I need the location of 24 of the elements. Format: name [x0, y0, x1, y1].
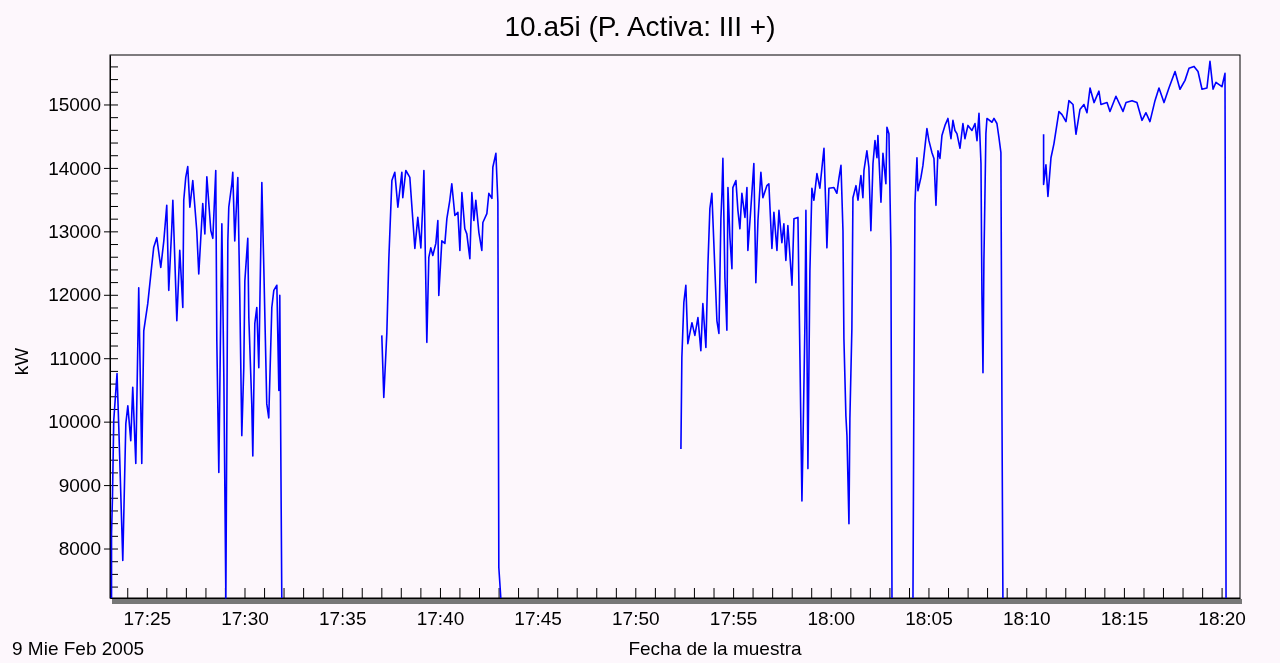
- y-tick-label: 14000: [48, 157, 101, 179]
- chart-title: 10.a5i (P. Activa: III +): [504, 11, 776, 42]
- x-tick-label: 18:00: [807, 608, 856, 630]
- text: 9 Mie Feb 2005: [12, 638, 145, 659]
- y-tick-label: 9000: [58, 474, 101, 496]
- y-axis-title: kW: [11, 347, 32, 376]
- y-tick-label: 15000: [48, 94, 101, 116]
- y-tick-label: 8000: [58, 538, 101, 560]
- x-tick-label: 18:20: [1198, 608, 1246, 630]
- y-tick-label: 11000: [49, 347, 101, 369]
- x-tick-label: 17:40: [416, 608, 465, 630]
- x-tick-label: 17:25: [123, 608, 172, 630]
- x-tick-label: 17:30: [221, 608, 269, 630]
- x-tick-label: 17:45: [514, 608, 562, 630]
- y-tick-label: 10000: [48, 411, 101, 433]
- x-tick-label: 18:10: [1002, 608, 1051, 630]
- x-axis-title: Fecha de la muestra: [628, 638, 803, 659]
- x-tick-label: 17:35: [318, 608, 367, 630]
- x-tick-label: 18:15: [1100, 608, 1149, 630]
- y-tick-label: 12000: [48, 284, 101, 306]
- y-tick-label: 13000: [48, 220, 101, 242]
- x-tick-label: 18:05: [905, 608, 953, 630]
- x-tick-label: 17:50: [612, 608, 660, 630]
- x-tick-label: 17:55: [709, 608, 758, 630]
